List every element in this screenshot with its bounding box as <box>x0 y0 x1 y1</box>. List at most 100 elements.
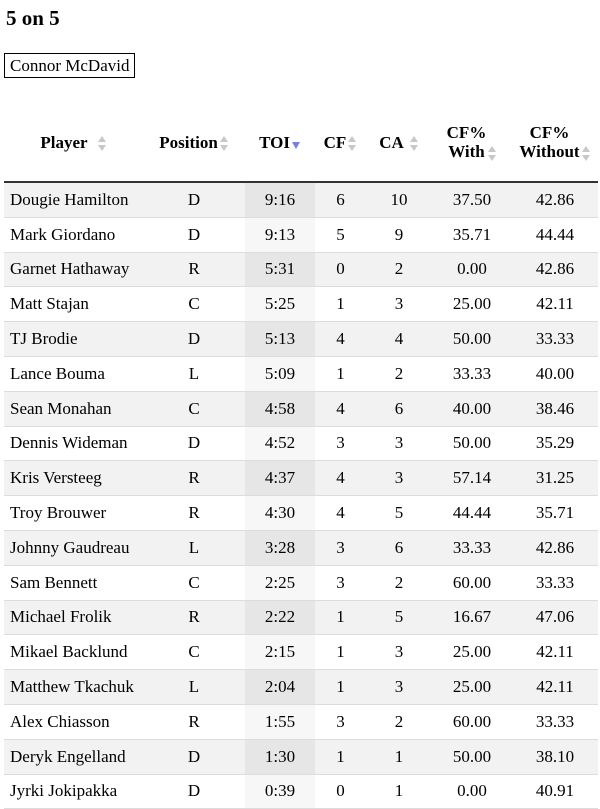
cf-without-cell: 33.33 <box>512 704 598 740</box>
player-cell: Sam Bennett <box>4 565 143 601</box>
toi-cell: 4:37 <box>245 460 315 497</box>
position-cell: R <box>143 495 245 531</box>
header-toi[interactable]: TOI <box>245 104 315 183</box>
cf-with-cell: 50.00 <box>432 321 512 357</box>
position-cell: R <box>143 600 245 636</box>
cf-with-cell: 50.00 <box>432 426 512 462</box>
cf-without-cell: 42.86 <box>512 530 598 566</box>
ca-cell: 1 <box>366 739 432 775</box>
cf-with-cell: 33.33 <box>432 530 512 566</box>
cf-with-cell: 37.50 <box>432 182 512 218</box>
player-cell: Kris Versteeg <box>4 460 143 497</box>
sort-arrows-icon <box>488 145 497 162</box>
ca-cell: 9 <box>366 217 432 253</box>
toi-cell: 0:39 <box>245 774 315 809</box>
cf-with-cell: 25.00 <box>432 286 512 323</box>
table-row: Jyrki Jokipakka D 0:39 0 1 0.00 40.91 <box>4 774 598 809</box>
cf-with-cell: 25.00 <box>432 634 512 671</box>
sort-arrows-icon <box>409 136 419 152</box>
sort-arrows-icon <box>581 145 591 162</box>
cf-with-cell: 16.67 <box>432 600 512 636</box>
toi-cell: 5:09 <box>245 356 315 392</box>
header-cf-with[interactable]: CF% With <box>432 104 512 183</box>
header-cf-without[interactable]: CF% Without <box>512 104 598 183</box>
ca-cell: 10 <box>366 182 432 218</box>
cf-without-cell: 35.71 <box>512 495 598 531</box>
cf-cell: 6 <box>315 182 366 218</box>
toi-cell: 5:13 <box>245 321 315 357</box>
ca-cell: 3 <box>366 634 432 671</box>
player-cell: Sean Monahan <box>4 391 143 427</box>
sort-arrows-icon <box>97 136 107 152</box>
sort-descending-icon <box>291 136 301 152</box>
position-cell: D <box>143 774 245 809</box>
cf-without-cell: 33.33 <box>512 321 598 357</box>
player-cell: Matthew Tkachuk <box>4 669 143 705</box>
header-ca[interactable]: CA <box>366 104 432 183</box>
cf-cell: 4 <box>315 460 366 497</box>
header-cf[interactable]: CF <box>315 104 366 183</box>
table-row: Dougie Hamilton D 9:16 6 10 37.50 42.86 <box>4 182 598 218</box>
position-cell: R <box>143 252 245 288</box>
sort-arrows-icon <box>219 136 229 152</box>
toi-cell: 4:58 <box>245 391 315 427</box>
cf-without-cell: 42.86 <box>512 252 598 288</box>
cf-without-cell: 38.46 <box>512 391 598 427</box>
table-row: Deryk Engelland D 1:30 1 1 50.00 38.10 <box>4 739 598 775</box>
position-cell: R <box>143 704 245 740</box>
toi-cell: 1:30 <box>245 739 315 775</box>
table-row: Kris Versteeg R 4:37 4 3 57.14 31.25 <box>4 460 598 497</box>
player-cell: Troy Brouwer <box>4 495 143 531</box>
position-cell: D <box>143 182 245 218</box>
cf-cell: 1 <box>315 286 366 323</box>
table-row: Sam Bennett C 2:25 3 2 60.00 33.33 <box>4 565 598 601</box>
player-cell: Michael Frolik <box>4 600 143 636</box>
cf-without-cell: 42.11 <box>512 286 598 323</box>
ca-cell: 6 <box>366 391 432 427</box>
cf-without-cell: 40.00 <box>512 356 598 392</box>
position-cell: L <box>143 530 245 566</box>
toi-cell: 1:55 <box>245 704 315 740</box>
header-cf-without-label: CF% Without <box>519 123 579 161</box>
toi-cell: 2:04 <box>245 669 315 705</box>
player-cell: Johnny Gaudreau <box>4 530 143 566</box>
ca-cell: 6 <box>366 530 432 566</box>
toi-cell: 5:25 <box>245 286 315 323</box>
header-cf-without-line1: CF% <box>529 123 570 143</box>
player-cell: Mark Giordano <box>4 217 143 253</box>
player-cell: Dennis Wideman <box>4 426 143 462</box>
player-cell: Deryk Engelland <box>4 739 143 775</box>
player-cell: Mikael Backlund <box>4 634 143 671</box>
header-player[interactable]: Player <box>4 104 143 183</box>
ca-cell: 3 <box>366 460 432 497</box>
cf-cell: 5 <box>315 217 366 253</box>
header-position-label: Position <box>159 132 218 152</box>
position-cell: R <box>143 460 245 497</box>
cf-without-cell: 42.11 <box>512 634 598 671</box>
player-cell: TJ Brodie <box>4 321 143 357</box>
ca-cell: 5 <box>366 495 432 531</box>
header-position[interactable]: Position <box>143 104 245 183</box>
ca-cell: 2 <box>366 565 432 601</box>
cf-with-cell: 33.33 <box>432 356 512 392</box>
ca-cell: 3 <box>366 669 432 705</box>
toi-cell: 5:31 <box>245 252 315 288</box>
cf-cell: 3 <box>315 565 366 601</box>
ca-cell: 5 <box>366 600 432 636</box>
cf-with-cell: 60.00 <box>432 565 512 601</box>
cf-cell: 3 <box>315 426 366 462</box>
cf-without-cell: 31.25 <box>512 460 598 497</box>
table-row: Dennis Wideman D 4:52 3 3 50.00 35.29 <box>4 426 598 462</box>
player-selector[interactable]: Connor McDavid <box>4 53 136 78</box>
ca-cell: 3 <box>366 286 432 323</box>
toi-cell: 4:30 <box>245 495 315 531</box>
player-cell: Jyrki Jokipakka <box>4 774 143 809</box>
cf-cell: 1 <box>315 669 366 705</box>
ca-cell: 2 <box>366 704 432 740</box>
header-ca-label: CA <box>379 132 404 152</box>
cf-cell: 4 <box>315 391 366 427</box>
header-cf-with-label: CF% With <box>447 123 487 161</box>
ca-cell: 2 <box>366 356 432 392</box>
cf-without-cell: 35.29 <box>512 426 598 462</box>
toi-cell: 2:25 <box>245 565 315 601</box>
